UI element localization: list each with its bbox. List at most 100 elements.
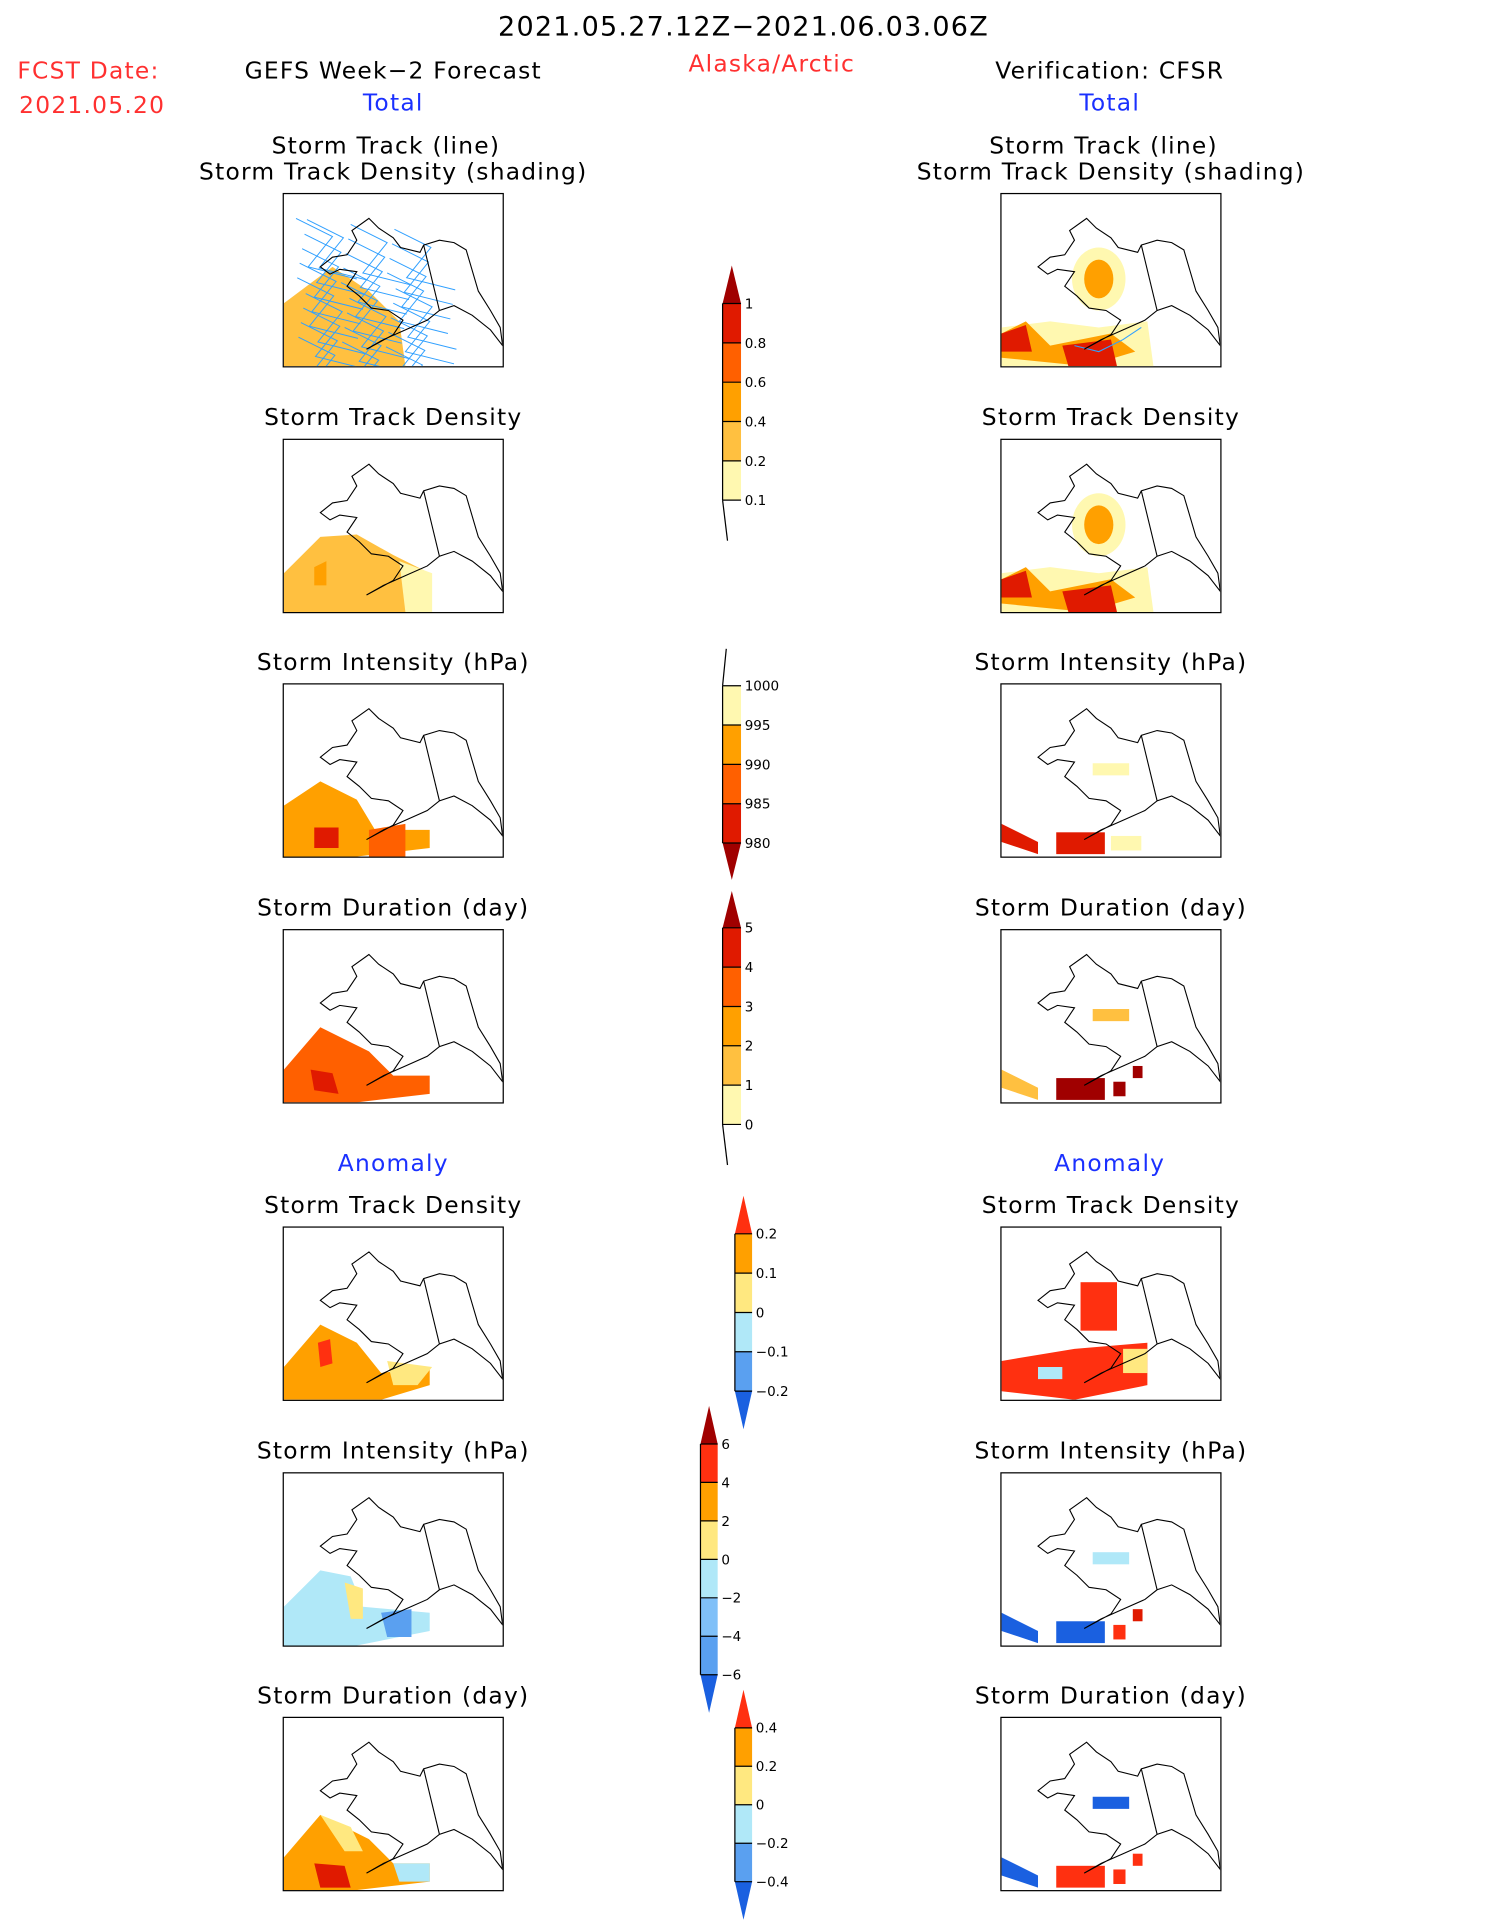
- colorbar-triangle: [722, 890, 742, 928]
- panel-title: Storm Track (line): [271, 132, 501, 160]
- colorbar-duration-total: 5 4 3 2 1 0: [721, 890, 754, 1166]
- colorbar-tick-label: 1000: [745, 679, 779, 695]
- colorbar-tick-label: 0.4: [745, 414, 766, 430]
- colorbar-triangle: [734, 1391, 753, 1430]
- colorbar-segment: [722, 1006, 742, 1046]
- colorbar-line: [721, 1124, 729, 1166]
- colorbar-segment: [700, 1520, 718, 1560]
- colorbar-segment: [722, 421, 742, 461]
- colorbar-segment: [722, 725, 742, 765]
- colorbar-tick-label: 985: [745, 797, 771, 813]
- colorbar-tick-label: 1: [745, 296, 754, 312]
- colorbar-tick-label: 0: [745, 1117, 754, 1133]
- colorbar-segment: [734, 1351, 753, 1392]
- colorbar-segment: [700, 1636, 718, 1675]
- colorbar-segment: [722, 342, 742, 383]
- panel-title: Storm Intensity (hPa): [974, 1437, 1248, 1465]
- map-gefs-storm-track-density: [282, 438, 504, 614]
- map-cfsr-storm-track-density: [1000, 438, 1222, 614]
- colorbar-tick-label: −0.4: [756, 1875, 789, 1891]
- colorbar-tick-label: 0: [756, 1305, 765, 1321]
- colorbar-segment: [734, 1843, 753, 1882]
- colorbar-segment: [722, 1045, 742, 1086]
- colorbar-segment: [722, 1085, 742, 1125]
- map-cfsr-storm-track: [1000, 192, 1222, 368]
- colorbar-segment: [734, 1273, 753, 1313]
- colorbar-segment: [700, 1559, 718, 1598]
- region-title: Alaska/Arctic: [688, 50, 856, 78]
- map-gefs-intensity-anomaly: [282, 1472, 504, 1647]
- colorbar-tick-label: 980: [745, 836, 771, 852]
- colorbar-tick-label: 4: [721, 1475, 730, 1491]
- colorbar-tick-label: 0.2: [756, 1227, 777, 1243]
- colorbar-intensity-total: 1000 995 990 985 980: [721, 648, 779, 880]
- panel-title: Storm Track Density: [264, 404, 523, 432]
- colorbar-tick-label: −4: [721, 1629, 741, 1645]
- map-cfsr-intensity-anomaly: [1000, 1472, 1222, 1647]
- colorbar-triangle: [722, 265, 742, 304]
- colorbar-tick-label: −6: [721, 1668, 741, 1684]
- map-gefs-storm-track: [282, 192, 504, 368]
- colorbar-line: [721, 500, 729, 541]
- colorbar-segment: [722, 927, 742, 968]
- colorbar-tick-label: 0.1: [756, 1266, 777, 1282]
- colorbar-tick-label: 1: [745, 1078, 754, 1094]
- colorbar-triangle: [700, 1405, 718, 1444]
- colorbar-segment: [722, 685, 742, 726]
- colorbar-segment: [734, 1804, 753, 1844]
- colorbar-tick-label: 995: [745, 718, 771, 734]
- colorbar-segment: [722, 382, 742, 422]
- colorbar-segment: [722, 764, 742, 804]
- colorbar-tick-label: 0.2: [745, 454, 766, 470]
- colorbar-intensity-anomaly: 6 4 2 0 −2 −4 −6: [699, 1405, 741, 1713]
- colorbar-tick-label: 3: [745, 999, 754, 1015]
- colorbar-tick-label: −0.2: [756, 1384, 789, 1400]
- colorbar-triangle: [734, 1881, 753, 1920]
- colorbar-tick-label: 5: [745, 921, 754, 937]
- panel-title: Storm Track Density: [981, 1192, 1241, 1220]
- map-cfsr-duration-anomaly: [1000, 1716, 1222, 1892]
- colorbar-tick-label: 0: [721, 1552, 730, 1568]
- colorbar-segment: [734, 1766, 753, 1805]
- colorbar-triangle: [734, 1195, 753, 1234]
- colorbar-segment: [722, 460, 742, 501]
- panel-title: Storm Duration (day): [974, 1682, 1248, 1710]
- period-title: 2021.05.27.12Z−2021.06.03.06Z: [498, 12, 989, 44]
- right-anomaly-label: Anomaly: [1054, 1150, 1166, 1178]
- colorbar-segment: [722, 303, 742, 343]
- map-gefs-duration-anomaly: [282, 1716, 504, 1892]
- colorbar-segment: [700, 1597, 718, 1637]
- left-anomaly-label: Anomaly: [337, 1150, 449, 1178]
- panel-title: Storm Duration (day): [974, 894, 1248, 922]
- colorbar-line: [721, 648, 727, 686]
- colorbar-segment: [734, 1312, 753, 1352]
- colorbar-tick-label: 0.4: [756, 1721, 777, 1737]
- colorbar-tick-label: 2: [745, 1039, 754, 1055]
- map-gefs-storm-intensity: [282, 683, 504, 858]
- colorbar-triangle: [734, 1689, 753, 1728]
- left-total-label: Total: [362, 89, 424, 117]
- panel-title: Storm Intensity (hPa): [256, 1437, 530, 1465]
- colorbar-segment: [722, 967, 742, 1007]
- colorbar-density-anomaly: 0.2 0.1 0 −0.1 −0.2: [734, 1195, 789, 1430]
- right-title: Verification: CFSR: [995, 57, 1225, 85]
- panel-title: Storm Track (line): [989, 132, 1218, 160]
- colorbar-triangle: [722, 843, 742, 880]
- colorbar-tick-label: −0.2: [756, 1836, 789, 1852]
- colorbar-tick-label: −0.1: [756, 1345, 789, 1361]
- panel-title: Storm Track Density: [264, 1192, 523, 1220]
- panel-title: Storm Intensity (hPa): [256, 648, 530, 676]
- colorbar-tick-label: 0.2: [756, 1759, 777, 1775]
- fcst-date: 2021.05.20: [19, 92, 166, 120]
- map-cfsr-storm-duration: [1000, 929, 1222, 1104]
- colorbar-segment: [700, 1482, 718, 1521]
- colorbar-segment: [700, 1443, 718, 1483]
- panel-title: Storm Track Density (shading): [199, 158, 588, 186]
- colorbar-segment: [722, 803, 742, 844]
- panel-title: Storm Track Density: [981, 404, 1241, 432]
- colorbar-tick-label: 990: [745, 757, 771, 773]
- right-total-label: Total: [1079, 89, 1141, 117]
- map-cfsr-storm-intensity: [1000, 683, 1222, 858]
